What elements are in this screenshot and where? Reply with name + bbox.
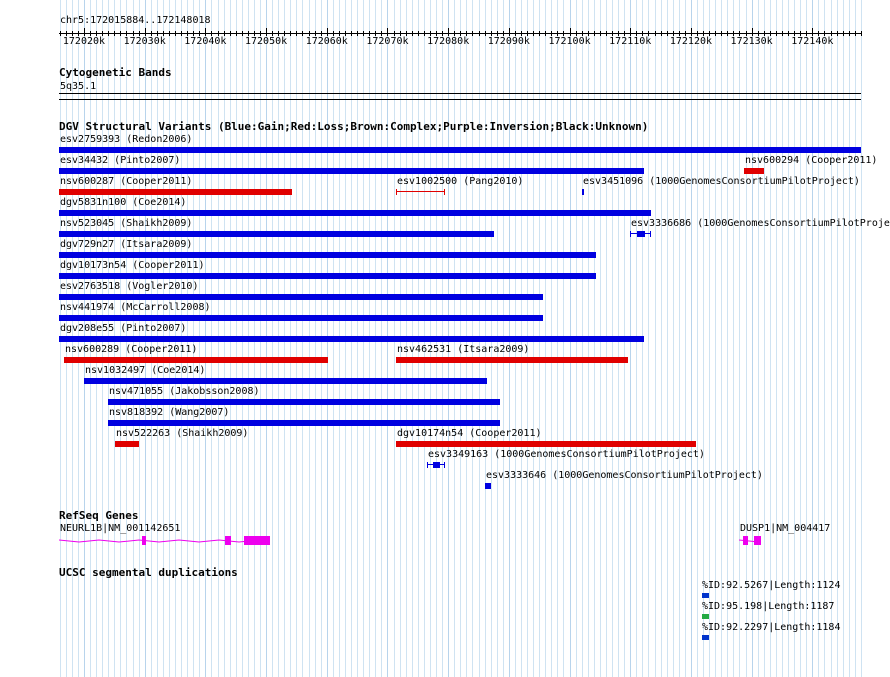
variant-bar[interactable] [108,420,500,426]
ruler-tick-label: 172040k [184,36,226,47]
variant-bar[interactable] [744,168,764,174]
cytoband-track-title[interactable]: Cytogenetic Bands [59,66,172,79]
variant-label: esv3349163 (1000GenomesConsortiumPilotPr… [428,449,705,460]
variant-label: esv2763518 (Vogler2010) [60,281,199,292]
variant-label: nsv600294 (Cooper2011) [745,155,878,166]
variant-bar[interactable] [59,231,494,237]
variant-bar[interactable] [59,252,596,258]
variant-label: nsv462531 (Itsara2009) [397,344,530,355]
variant-label: esv3451096 (1000GenomesConsortiumPilotPr… [583,176,860,187]
gene-label: NEURL1B|NM_001142651 [60,523,181,534]
gene-model[interactable] [739,536,763,548]
segdup-bar[interactable] [702,635,709,640]
variant-bar[interactable] [427,462,445,468]
ruler-tick-label: 172080k [427,36,469,47]
variant-label: nsv600287 (Cooper2011) [60,176,193,187]
track-divider [59,99,861,100]
variant-label: esv3333646 (1000GenomesConsortiumPilotPr… [486,470,763,481]
gene-label: DUSP1|NM_004417 [740,523,831,534]
variant-bar[interactable] [59,336,644,342]
variant-label: esv2759393 (Redon2006) [60,134,193,145]
ruler-tick-label: 172030k [124,36,166,47]
variant-bar[interactable] [59,315,543,321]
variant-bar[interactable] [59,168,644,174]
variant-label: nsv471055 (Jakobsson2008) [109,386,260,397]
variant-bar[interactable] [59,147,861,153]
dgv-track-title[interactable]: DGV Structural Variants (Blue:Gain;Red:L… [59,120,649,133]
variant-bar[interactable] [582,189,584,195]
variant-bar[interactable] [64,357,328,363]
ruler-tick-label: 172120k [670,36,712,47]
variant-bar[interactable] [396,441,696,447]
ruler-tick-label: 172140k [791,36,833,47]
variant-bar[interactable] [108,399,500,405]
variant-span-line [397,191,444,192]
coordinate-ruler[interactable]: 172020k 172030k 172040k 172050k 172060k 17207… [0,26,890,48]
variant-label: nsv522263 (Shaikh2009) [116,428,249,439]
variant-label: dgv729n27 (Itsara2009) [60,239,193,250]
variant-label: nsv600289 (Cooper2011) [65,344,198,355]
gene-exon [142,536,146,545]
segdup-label: %ID:92.5267|Length:1124 [702,580,841,591]
variant-core [637,231,645,237]
refseq-track-title[interactable]: RefSeq Genes [59,509,139,522]
variant-label: dgv208e55 (Pinto2007) [60,323,187,334]
gene-exon [225,536,231,545]
variant-bar[interactable] [84,378,487,384]
variant-bar[interactable] [59,189,292,195]
variant-bar[interactable] [630,231,651,237]
segdup-bar[interactable] [702,593,709,598]
ruler-tick-label: 172050k [245,36,287,47]
gene-model[interactable] [59,536,272,548]
variant-bar[interactable] [396,189,445,195]
segdup-bar[interactable] [702,614,709,619]
variant-label: nsv818392 (Wang2007) [109,407,230,418]
ruler-tick-label: 172070k [366,36,408,47]
variant-label: nsv1032497 (Coe2014) [85,365,206,376]
variant-core [433,462,440,468]
locus-label: chr5:172015884..172148018 [60,15,211,26]
ruler-tick-label: 172060k [306,36,348,47]
variant-label: nsv441974 (McCarroll2008) [60,302,211,313]
segdup-track-title[interactable]: UCSC segmental duplications [59,566,238,579]
variant-bar[interactable] [396,357,628,363]
segdup-label: %ID:92.2297|Length:1184 [702,622,841,633]
variant-label: esv1002500 (Pang2010) [397,176,524,187]
variant-bar[interactable] [59,210,651,216]
variant-label: esv3336686 (1000GenomesConsortiumPilotPr… [631,218,890,229]
ruler-tick-label: 172130k [731,36,773,47]
segdup-label: %ID:95.198|Length:1187 [702,601,835,612]
variant-label: dgv10174n54 (Cooper2011) [397,428,542,439]
variant-label: dgv10173n54 (Cooper2011) [60,260,205,271]
ruler-tick-label: 172110k [609,36,651,47]
gene-exon [754,536,761,545]
variant-label: esv34432 (Pinto2007) [60,155,181,166]
variant-bar[interactable] [59,273,596,279]
variant-bar[interactable] [59,294,543,300]
ruler-tick-label: 172100k [548,36,590,47]
gene-exon [743,536,748,545]
variant-label: dgv5831n100 (Coe2014) [60,197,187,208]
gene-exon [244,536,270,545]
variant-bar[interactable] [115,441,139,447]
variant-label: nsv523045 (Shaikh2009) [60,218,193,229]
cytoband-label: 5q35.1 [60,81,97,92]
ruler-tick-label: 172020k [63,36,105,47]
ruler-tick-label: 172090k [488,36,530,47]
cytoband-divider [59,93,861,94]
variant-bar[interactable] [485,483,491,489]
